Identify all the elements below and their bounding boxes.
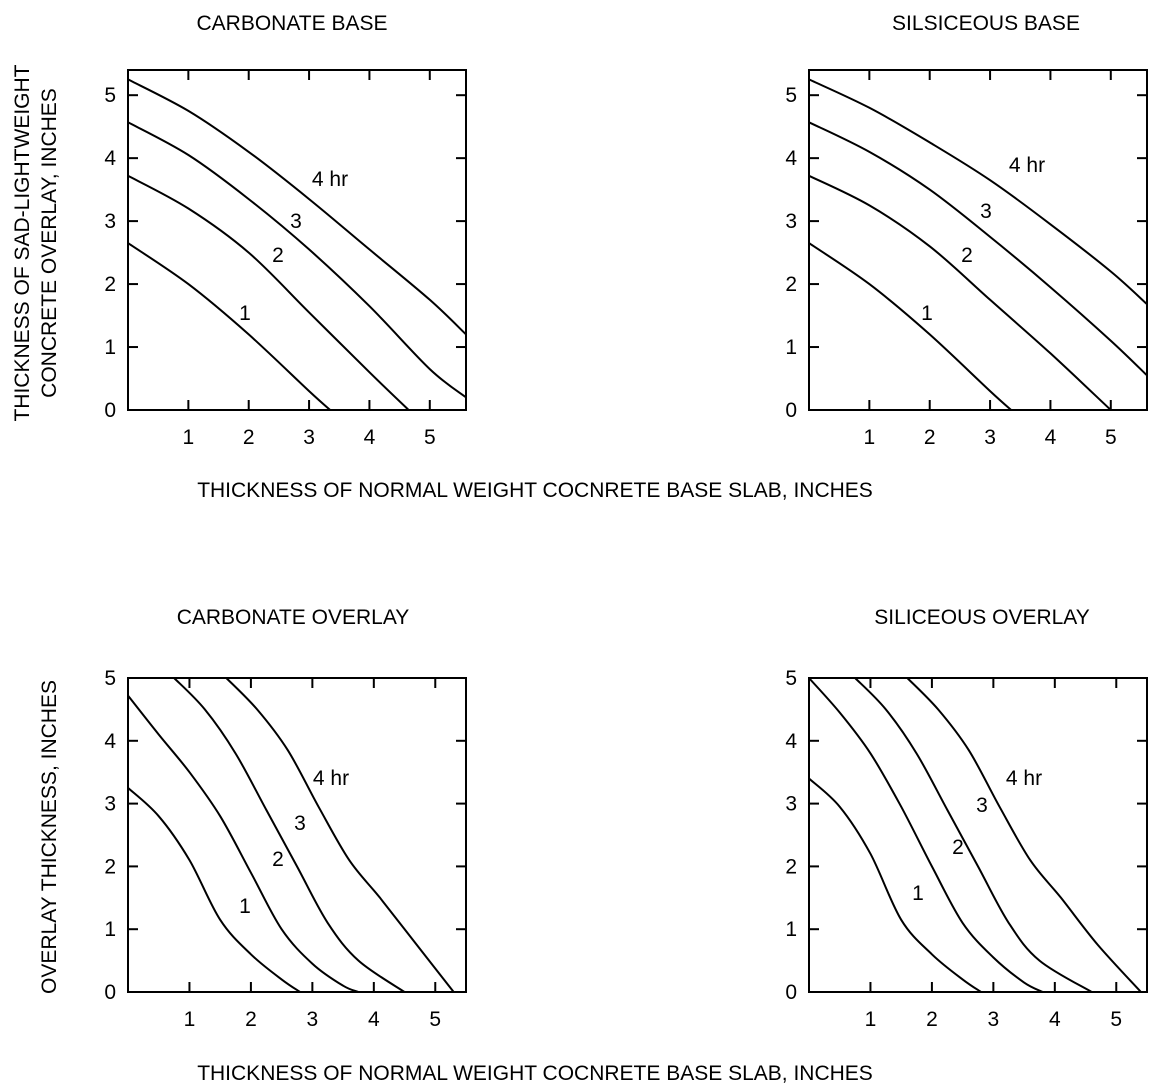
y-tick-label: 4: [104, 730, 116, 753]
y-tick-label: 3: [785, 793, 797, 816]
x-tick-label: 5: [429, 1008, 441, 1031]
y-tick-label: 1: [785, 918, 797, 941]
curve-label: 2: [272, 848, 284, 871]
chart-title: SILICEOUS OVERLAY: [874, 606, 1090, 629]
y-tick-label: 0: [104, 981, 116, 1004]
curve-label: 1: [912, 882, 924, 905]
y-tick-label: 1: [104, 918, 116, 941]
curve-label: 2: [952, 836, 964, 859]
y-tick-label: 0: [785, 981, 797, 1004]
curve-4-hr: [906, 677, 1142, 993]
x-tick-label: 4: [1049, 1008, 1061, 1031]
curve-3: [808, 121, 1148, 377]
chart-title: CARBONATE OVERLAY: [177, 606, 410, 629]
curve-2: [808, 174, 1112, 411]
y-tick-label: 4: [785, 147, 797, 170]
curve-label: 3: [294, 812, 306, 835]
curve-label: 3: [290, 210, 302, 233]
x-tick-label: 3: [988, 1008, 1000, 1031]
curve-label: 1: [239, 895, 251, 918]
y-tick-label: 3: [785, 210, 797, 233]
y-tick-label: 5: [104, 667, 116, 690]
y-tick-label: 5: [785, 667, 797, 690]
bottom-y-axis-label: OVERLAY THICKNESS, INCHES: [38, 680, 61, 994]
curve-3: [854, 677, 1093, 993]
x-tick-label: 4: [364, 426, 376, 449]
curve-2: [127, 694, 359, 993]
x-tick-label: 2: [926, 1008, 938, 1031]
top-x-axis-label: THICKNESS OF NORMAL WEIGHT COCNRETE BASE…: [197, 479, 873, 502]
x-tick-label: 4: [368, 1008, 380, 1031]
x-tick-label: 1: [184, 1008, 196, 1031]
curve-1: [808, 777, 982, 993]
x-tick-label: 1: [865, 1008, 877, 1031]
y-tick-label: 4: [785, 730, 797, 753]
top-y-axis-label-line1: THICKNESS OF SAD-LIGHTWEIGHT: [11, 64, 34, 421]
chart-title: CARBONATE BASE: [197, 12, 388, 35]
curve-label: 1: [239, 302, 251, 325]
y-tick-label: 2: [104, 855, 116, 878]
x-tick-label: 1: [183, 426, 195, 449]
curve-label: 2: [272, 244, 284, 267]
x-tick-label: 5: [1105, 426, 1117, 449]
y-tick-label: 3: [104, 210, 116, 233]
curve-1: [127, 787, 301, 993]
curve-label: 3: [976, 794, 988, 817]
x-tick-label: 1: [864, 426, 876, 449]
curve-4-hr: [225, 677, 455, 993]
y-tick-label: 1: [104, 336, 116, 359]
y-tick-label: 0: [785, 399, 797, 422]
y-tick-label: 2: [785, 855, 797, 878]
curve-3: [173, 677, 406, 993]
x-tick-label: 5: [1110, 1008, 1122, 1031]
x-tick-label: 3: [303, 426, 315, 449]
x-tick-label: 3: [307, 1008, 319, 1031]
x-tick-label: 2: [924, 426, 936, 449]
curve-label: 2: [961, 244, 973, 267]
curve-1: [127, 242, 331, 411]
x-tick-label: 2: [243, 426, 255, 449]
curve-label: 3: [980, 200, 992, 223]
x-tick-label: 5: [424, 426, 436, 449]
y-tick-label: 5: [104, 84, 116, 107]
x-tick-label: 3: [984, 426, 996, 449]
top-y-axis-label-line2: CONCRETE OVERLAY, INCHES: [38, 88, 61, 398]
curve-4-hr: [808, 78, 1148, 305]
curve-label: 4 hr: [1006, 767, 1042, 790]
plot-frame: [127, 69, 467, 411]
y-tick-label: 3: [104, 793, 116, 816]
y-tick-label: 0: [104, 399, 116, 422]
curve-3: [127, 121, 467, 399]
x-tick-label: 4: [1045, 426, 1057, 449]
bottom-x-axis-label: THICKNESS OF NORMAL WEIGHT COCNRETE BASE…: [197, 1062, 873, 1085]
chart-title: SILSICEOUS BASE: [892, 12, 1080, 35]
plot-frame: [127, 677, 467, 993]
curve-label: 4 hr: [312, 168, 348, 191]
y-tick-label: 5: [785, 84, 797, 107]
y-tick-label: 4: [104, 147, 116, 170]
plot-frame: [808, 69, 1148, 411]
curve-label: 4 hr: [313, 767, 349, 790]
curve-4-hr: [127, 78, 467, 336]
x-tick-label: 2: [245, 1008, 257, 1031]
curve-1: [808, 242, 1012, 411]
y-tick-label: 2: [785, 273, 797, 296]
plot-frame: [808, 677, 1148, 993]
curve-2: [127, 174, 410, 411]
curve-label: 1: [921, 302, 933, 325]
curve-label: 4 hr: [1009, 154, 1045, 177]
curve-2: [808, 677, 1043, 993]
y-tick-label: 2: [104, 273, 116, 296]
y-tick-label: 1: [785, 336, 797, 359]
